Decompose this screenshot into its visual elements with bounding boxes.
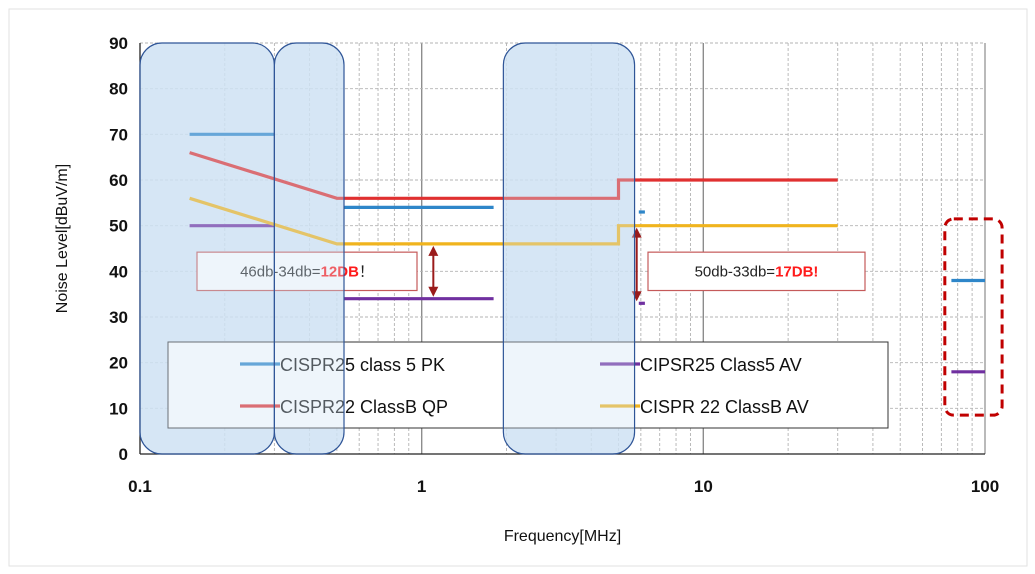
x-tick-label: 0.1 [128,477,152,496]
y-tick-label: 60 [109,171,128,190]
y-tick-label: 30 [109,308,128,327]
y-tick-label: 90 [109,34,128,53]
x-tick-label: 1 [417,477,426,496]
legend: CISPR25 class 5 PK CIPSR25 Class5 AV CIS… [167,341,889,429]
y-tick-label: 0 [119,445,128,464]
dashed-highlight-box [943,217,1004,417]
series-line-4 [189,196,838,246]
annotations: 46db-34db=12DB！ 50db-33db=17DB! [196,227,866,302]
chart-frame [8,8,1028,567]
series-line-3 [189,151,838,200]
annotation-2-prefix: 50db-33db= [695,263,776,280]
highlight-band-outline-1 [139,42,275,455]
legend-box [167,341,889,429]
y-tick-label: 40 [109,262,128,281]
series-lines [189,132,985,374]
legend-label-cispr25-av: CIPSR25 Class5 AV [640,355,802,375]
highlight-band-outline-3 [502,42,636,455]
y-tick-label: 80 [109,80,128,99]
annotation-box-1 [196,251,418,292]
legend-label-cispr22-av: CISPR 22 ClassB AV [640,397,809,417]
y-tick-label: 70 [109,125,128,144]
legend-label-cispr22-qp: CISPR22 ClassB QP [280,397,448,417]
annotation-text-2: 50db-33db=17DB! [695,263,819,280]
annotation-box-2 [647,251,866,292]
highlight-band-overlays [139,42,636,455]
x-tick-label: 10 [694,477,713,496]
y-tick-label: 10 [109,399,128,418]
highlight-band-outline-2 [273,42,345,455]
x-axis-label: Frequency[MHz] [504,528,621,545]
annotation-1-suffix: ！ [359,263,374,280]
annotation-1-highlight: 12DB [321,263,360,280]
annotation-arrowhead-top-1 [428,245,439,256]
y-tick-label: 50 [109,217,128,236]
annotation-arrowhead-bottom-1 [428,286,439,297]
x-tick-label: 100 [971,477,999,496]
annotation-1-prefix: 46db-34db= [240,263,321,280]
y-tick-label: 20 [109,354,128,373]
y-axis-label: Noise Level[dBuV/m] [54,164,71,313]
annotation-2-highlight: 17DB! [775,263,818,280]
annotation-text-1: 46db-34db=12DB！ [240,263,374,280]
legend-label-cispr25-pk: CISPR25 class 5 PK [280,355,445,375]
